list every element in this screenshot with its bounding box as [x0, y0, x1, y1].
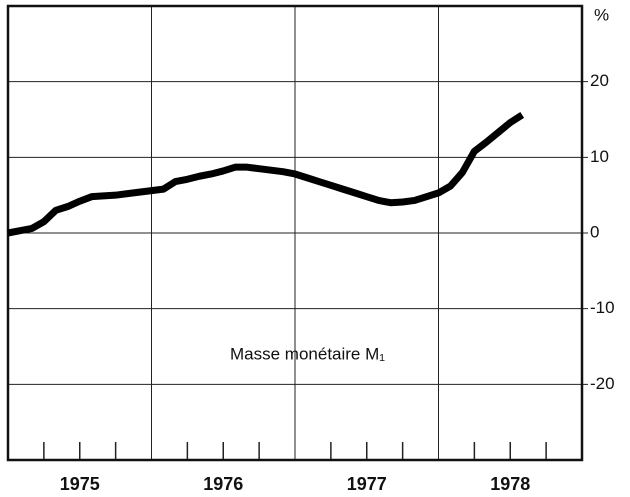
- y-tick-label: 0: [590, 222, 599, 241]
- y-tick-label: 10: [590, 147, 609, 166]
- x-tick-label: 1978: [490, 474, 530, 494]
- x-tick-label: 1976: [203, 474, 243, 494]
- data-line: [7, 112, 525, 237]
- y-tick-label: -10: [590, 298, 615, 317]
- y-tick-label: 20: [590, 71, 609, 90]
- y-unit: %: [594, 5, 609, 24]
- annotation: Masse monétaire M₁: [230, 344, 385, 363]
- x-tick-label: 1977: [347, 474, 387, 494]
- y-tick-label: -20: [590, 374, 615, 393]
- x-tick-label: 1975: [60, 474, 100, 494]
